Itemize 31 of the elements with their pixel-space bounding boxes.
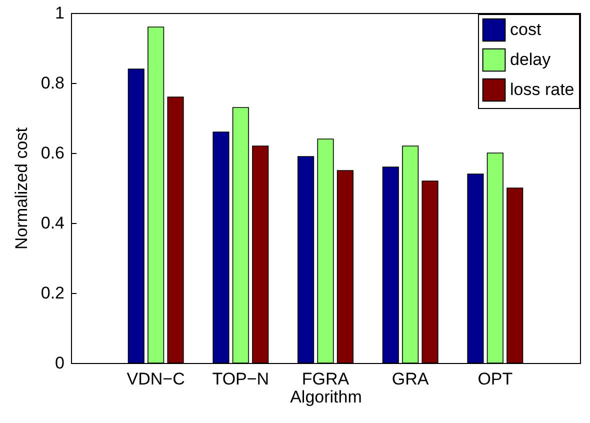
legend-label: loss rate	[510, 80, 574, 99]
x-tick-label: TOP−N	[212, 370, 270, 388]
x-axis-title: Algorithm	[290, 388, 362, 406]
y-axis-title: Normalized cost	[12, 127, 31, 250]
x-tick-label: OPT	[478, 370, 513, 388]
y-tick-label: 0.4	[40, 214, 64, 232]
bar	[467, 174, 484, 364]
bar	[336, 170, 354, 364]
bar	[422, 180, 438, 364]
bar	[317, 138, 334, 364]
y-tick-label: 0	[55, 354, 64, 372]
bar	[128, 68, 144, 364]
bar	[486, 152, 504, 364]
legend-label: cost	[510, 20, 542, 39]
bar	[506, 188, 524, 364]
y-tick-label: 0.2	[40, 284, 64, 302]
bar	[212, 132, 230, 364]
x-tick-label: VDN−C	[126, 370, 185, 388]
y-tick-label: 0.6	[40, 144, 64, 162]
x-tick-label: GRA	[392, 370, 430, 388]
bar	[232, 107, 249, 364]
y-tick-label: 0.8	[40, 74, 64, 92]
legend-label: delay	[510, 50, 552, 69]
bar	[167, 96, 184, 364]
y-tick-label: 1	[55, 4, 64, 22]
bar	[252, 146, 269, 364]
bar	[382, 166, 399, 364]
x-tick-label: FGRA	[302, 370, 350, 388]
bar	[402, 146, 419, 364]
bar	[148, 26, 164, 364]
bar	[298, 156, 314, 364]
